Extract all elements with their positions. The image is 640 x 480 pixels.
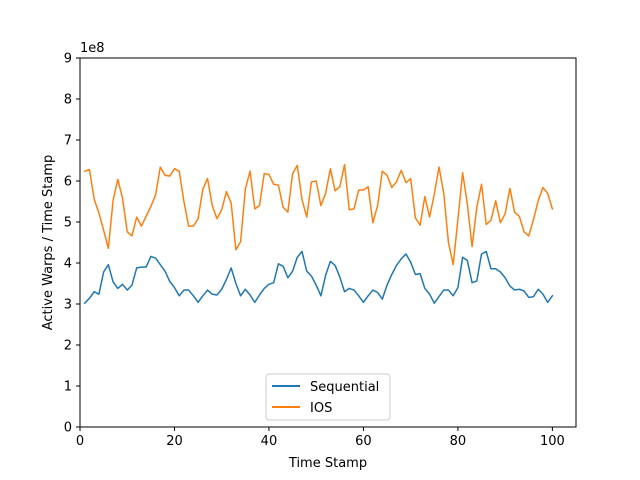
legend-label-ios: IOS <box>310 401 332 416</box>
y-axis-label: Active Warps / Time Stamp <box>41 155 56 331</box>
x-tick-label: 0 <box>76 434 84 449</box>
x-axis-label: Time Stamp <box>288 456 367 471</box>
y-tick-label: 3 <box>64 298 72 313</box>
x-tick-label: 60 <box>355 434 372 449</box>
legend-label-sequential: Sequential <box>310 380 379 395</box>
y-tick-label: 8 <box>64 93 72 108</box>
y-tick-label: 0 <box>64 421 72 436</box>
y-tick-label: 2 <box>64 339 72 354</box>
series-line-ios <box>83 163 554 266</box>
legend: Sequential IOS <box>265 373 391 421</box>
y-tick-label: 9 <box>64 52 72 67</box>
x-axis: 0 20 40 60 80 100 <box>76 427 565 449</box>
x-tick-label: 100 <box>540 434 565 449</box>
y-tick-label: 7 <box>64 134 72 149</box>
series-line-sequential <box>83 250 554 305</box>
x-tick-label: 20 <box>166 434 183 449</box>
y-tick-label: 4 <box>64 257 72 272</box>
plot-area <box>80 58 576 427</box>
y-tick-label: 6 <box>64 175 72 190</box>
y-tick-label: 5 <box>64 216 72 231</box>
y-tick-label: 1 <box>64 380 72 395</box>
x-tick-label: 40 <box>261 434 278 449</box>
plot-frame <box>79 57 577 428</box>
series-layer <box>83 163 554 305</box>
y-axis-offset-label: 1e8 <box>80 41 105 56</box>
y-axis: 0 1 2 3 4 5 6 7 8 9 <box>64 52 80 436</box>
x-tick-label: 80 <box>450 434 467 449</box>
